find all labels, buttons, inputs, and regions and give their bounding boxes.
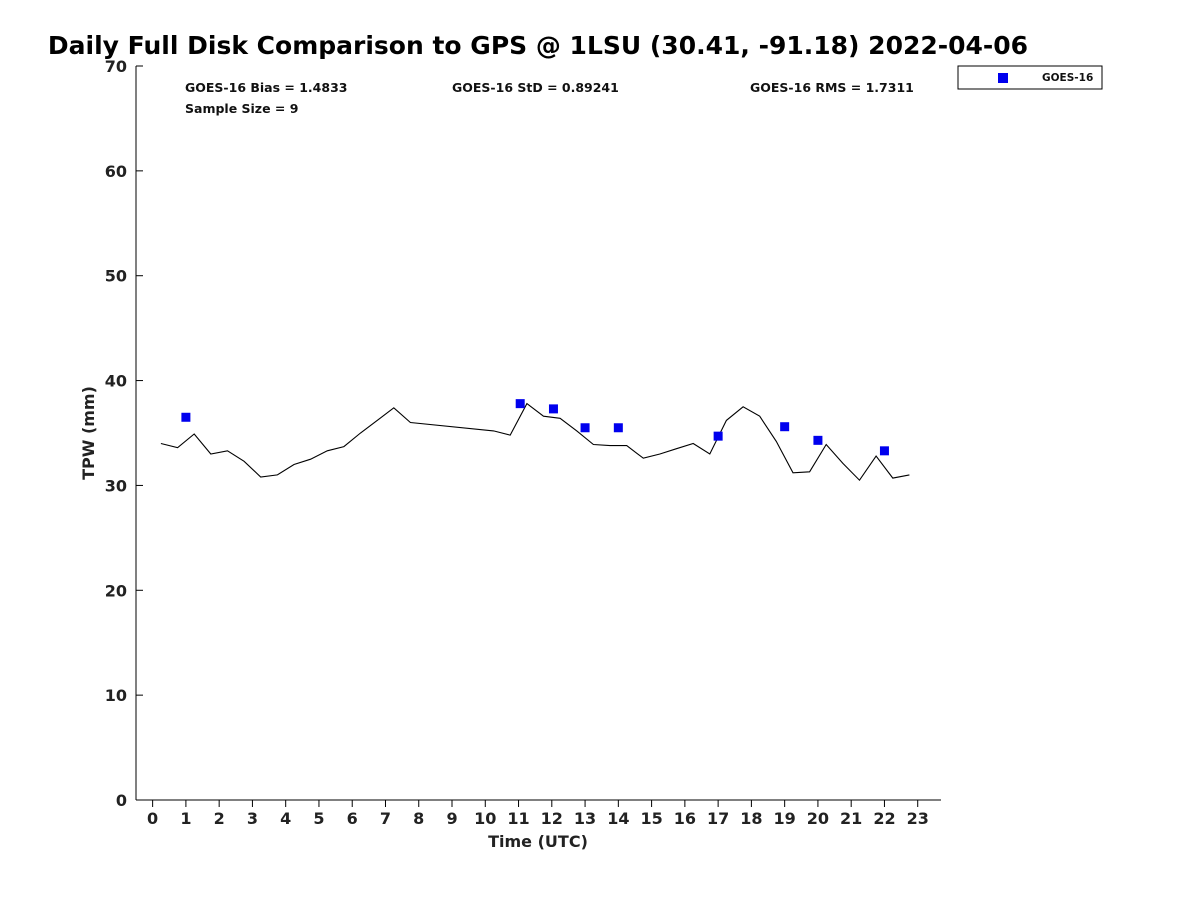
goes16-point — [780, 422, 790, 432]
x-tick-label: 11 — [507, 809, 529, 828]
x-tick-label: 20 — [807, 809, 829, 828]
stat-rms: GOES-16 RMS = 1.7311 — [750, 80, 914, 95]
x-tick-label: 6 — [347, 809, 358, 828]
goes16-point — [713, 431, 723, 441]
x-tick-label: 7 — [380, 809, 391, 828]
x-tick-label: 10 — [474, 809, 496, 828]
x-tick-label: 9 — [446, 809, 457, 828]
goes16-point — [879, 446, 889, 456]
y-tick-label: 60 — [105, 162, 127, 181]
x-tick-label: 14 — [607, 809, 629, 828]
y-axis-ticks: 0 10 20 30 40 50 60 70 — [105, 57, 143, 810]
y-tick-label: 70 — [105, 57, 127, 76]
goes16-point — [515, 399, 525, 409]
legend-box — [957, 65, 1103, 90]
x-tick-label: 13 — [574, 809, 596, 828]
goes16-point — [580, 423, 590, 433]
x-tick-label: 22 — [873, 809, 895, 828]
y-axis-label: TPW (mm) — [79, 386, 98, 480]
x-axis-label: Time (UTC) — [488, 832, 588, 851]
y-tick-label: 30 — [105, 476, 127, 495]
x-tick-label: 17 — [707, 809, 729, 828]
legend-label-goes16: GOES-16 — [1042, 72, 1093, 84]
goes16-point — [181, 412, 191, 422]
y-tick-label: 40 — [105, 372, 127, 391]
x-tick-label: 21 — [840, 809, 862, 828]
stats-annotations: GOES-16 Bias = 1.4833 GOES-16 StD = 0.89… — [185, 80, 914, 116]
x-tick-label: 15 — [640, 809, 662, 828]
x-tick-label: 5 — [313, 809, 324, 828]
x-tick-label: 1 — [180, 809, 191, 828]
goes16-point — [548, 404, 558, 414]
x-axis-ticks: 0 1 2 3 4 5 6 7 8 9 10 11 12 13 14 15 16 17 18 19 20 21 22 23 — [147, 800, 929, 828]
gps-line-series — [160, 402, 910, 482]
x-tick-label: 8 — [413, 809, 424, 828]
y-tick-label: 20 — [105, 581, 127, 600]
x-tick-label: 23 — [907, 809, 929, 828]
goes16-point — [813, 435, 823, 445]
y-tick-label: 50 — [105, 267, 127, 286]
x-tick-label: 16 — [674, 809, 696, 828]
x-tick-label: 4 — [280, 809, 291, 828]
goes16-point — [613, 423, 623, 433]
x-tick-label: 19 — [774, 809, 796, 828]
y-tick-label: 10 — [105, 686, 127, 705]
chart-title: Daily Full Disk Comparison to GPS @ 1LSU… — [48, 31, 1028, 60]
x-tick-label: 18 — [740, 809, 762, 828]
x-tick-label: 12 — [541, 809, 563, 828]
goes16-scatter-series — [181, 399, 889, 456]
x-tick-label: 2 — [214, 809, 225, 828]
stat-std: GOES-16 StD = 0.89241 — [452, 80, 619, 95]
stat-sample-size: Sample Size = 9 — [185, 101, 298, 116]
legend-marker-goes16 — [998, 73, 1008, 83]
legend: GOES-16 — [957, 65, 1103, 90]
stat-bias: GOES-16 Bias = 1.4833 — [185, 80, 347, 95]
y-tick-label: 0 — [116, 791, 127, 810]
x-tick-label: 3 — [247, 809, 258, 828]
gps-line — [160, 402, 910, 482]
x-tick-label: 0 — [147, 809, 158, 828]
axes — [135, 66, 941, 801]
